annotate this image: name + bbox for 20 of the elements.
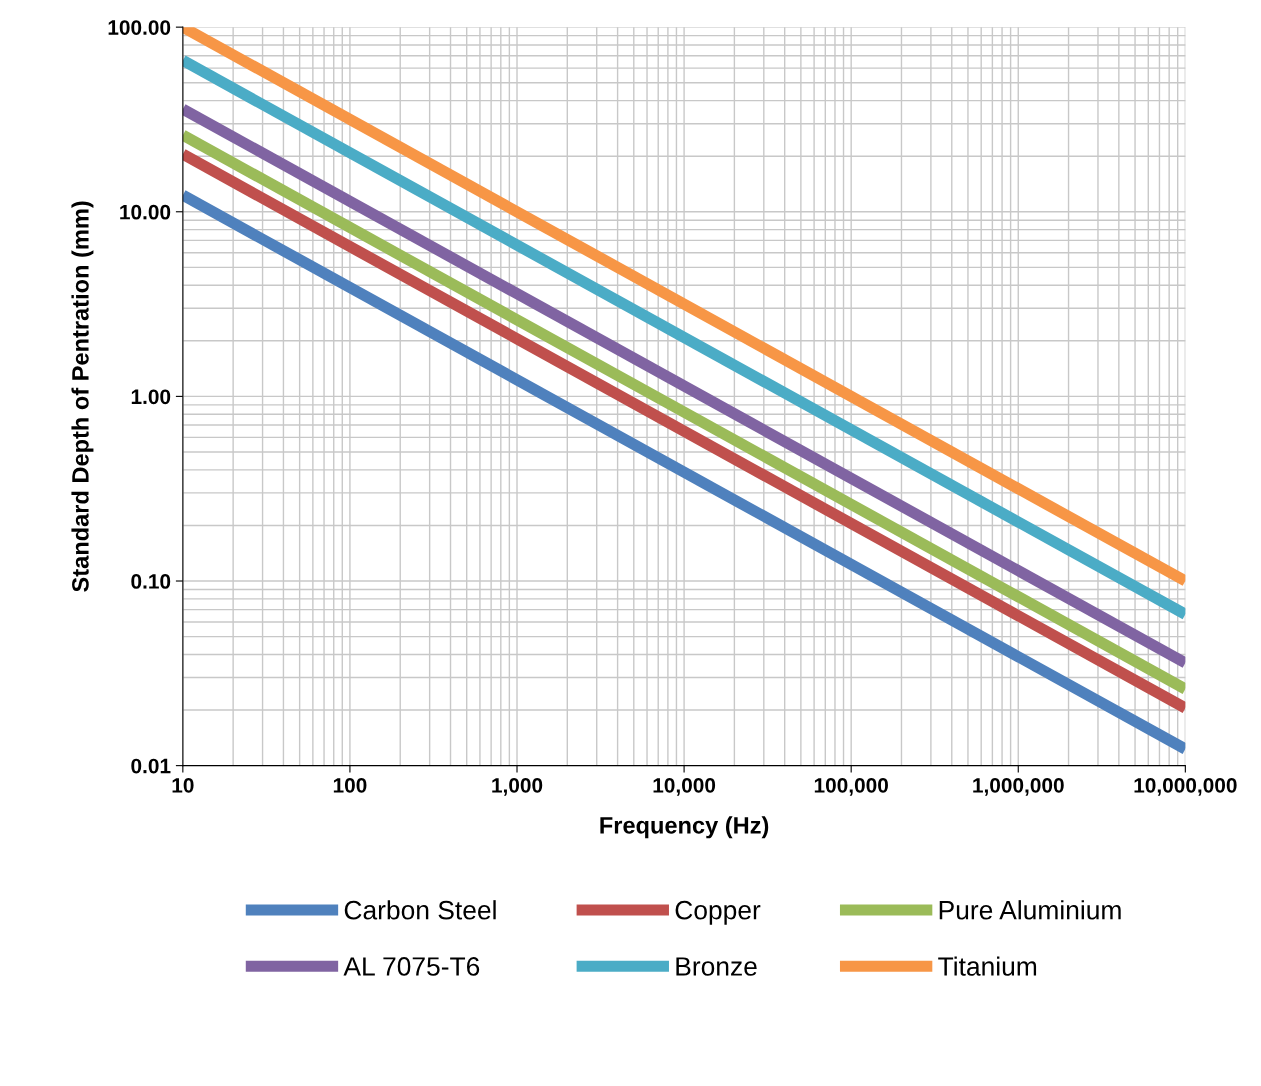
y-tick-label: 10.00 (120, 204, 171, 220)
y-tick-label: 1.00 (131, 389, 171, 405)
x-tick-label: 10,000 (653, 777, 716, 796)
y-tick-label: 0.10 (131, 574, 171, 589)
y-tick-label: 0.01 (131, 758, 171, 774)
legend-label: Carbon Steel (344, 900, 496, 920)
x-tick-label: 10,000,000 (1134, 777, 1237, 796)
y-axis-title: Standard Depth of Pentration (mm) (71, 201, 94, 592)
x-tick-label: 1,000 (492, 777, 543, 796)
legend-label: Pure Aluminium (939, 900, 1121, 920)
legend-label: AL 7075-T6 (343, 957, 480, 976)
x-tick-label: 10 (172, 777, 194, 793)
x-tick-label: 1,000,000 (973, 777, 1064, 796)
legend-label: Titanium (938, 956, 1037, 976)
y-tick-label: 100.00 (108, 20, 171, 35)
x-axis-title: Frequency (Hz) (600, 816, 769, 839)
x-tick-label: 100 (333, 777, 367, 793)
legend-label: Bronze (676, 957, 757, 976)
x-tick-label: 100,000 (814, 777, 888, 796)
legend-label: Copper (675, 900, 761, 925)
